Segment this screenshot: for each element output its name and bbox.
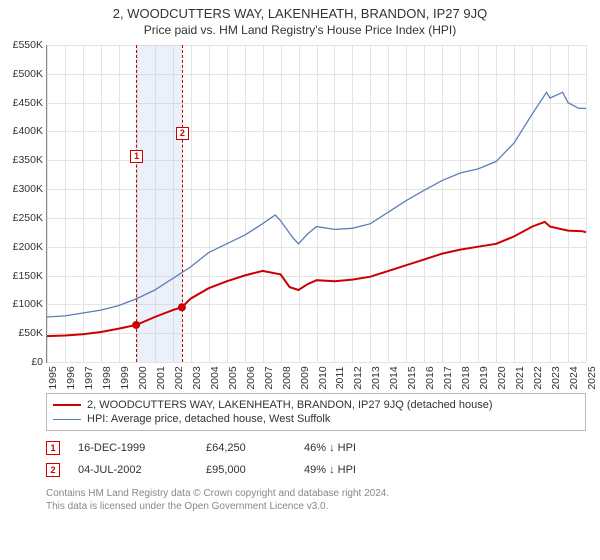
transaction-marker: 2 <box>46 463 60 477</box>
x-tick: 2008 <box>281 366 293 389</box>
x-tick: 2010 <box>317 366 329 389</box>
chart-legend: 2, WOODCUTTERS WAY, LAKENHEATH, BRANDON,… <box>46 393 586 431</box>
transaction-date: 16-DEC-1999 <box>78 442 188 454</box>
y-tick: £400K <box>13 125 43 137</box>
x-tick: 2007 <box>263 366 275 389</box>
x-tick: 2011 <box>334 367 346 390</box>
transaction-delta: 49% ↓ HPI <box>304 464 356 476</box>
x-tick: 1997 <box>83 366 95 389</box>
x-tick: 2002 <box>173 366 185 389</box>
hpi-line <box>47 92 586 317</box>
y-tick: £50K <box>18 327 43 339</box>
x-tick: 2021 <box>514 366 526 389</box>
attribution-footer: Contains HM Land Registry data © Crown c… <box>46 487 586 513</box>
y-tick: £450K <box>13 97 43 109</box>
y-tick: £550K <box>13 39 43 51</box>
x-tick: 2005 <box>227 366 239 389</box>
title-address: 2, WOODCUTTERS WAY, LAKENHEATH, BRANDON,… <box>0 6 600 21</box>
x-tick: 2013 <box>370 366 382 389</box>
x-tick: 2022 <box>532 366 544 389</box>
x-tick: 2009 <box>299 366 311 389</box>
x-tick: 1995 <box>47 366 59 389</box>
title-subtitle: Price paid vs. HM Land Registry's House … <box>0 23 600 37</box>
x-tick: 2025 <box>586 366 598 389</box>
x-tick: 2006 <box>245 366 257 389</box>
x-tick: 1996 <box>65 366 77 389</box>
transaction-date: 04-JUL-2002 <box>78 464 188 476</box>
transaction-marker: 1 <box>46 441 60 455</box>
x-tick: 2016 <box>424 366 436 389</box>
x-tick: 2017 <box>442 366 454 389</box>
legend-item: 2, WOODCUTTERS WAY, LAKENHEATH, BRANDON,… <box>53 398 579 412</box>
x-tick: 2024 <box>568 366 580 389</box>
y-tick: £100K <box>13 298 43 310</box>
y-tick: £200K <box>13 241 43 253</box>
legend-swatch <box>53 404 81 406</box>
x-tick: 2000 <box>137 366 149 389</box>
transaction-dot <box>132 321 140 329</box>
price-chart: £0£50K£100K£150K£200K£250K£300K£350K£400… <box>46 45 586 385</box>
property-line <box>47 222 586 336</box>
y-tick: £300K <box>13 183 43 195</box>
x-tick: 1999 <box>119 366 131 389</box>
transaction-row: 1 16-DEC-1999 £64,250 46% ↓ HPI <box>46 437 586 459</box>
transaction-dot <box>178 303 186 311</box>
x-tick: 2023 <box>550 366 562 389</box>
x-tick: 2018 <box>460 366 472 389</box>
y-tick: £500K <box>13 68 43 80</box>
legend-label: HPI: Average price, detached house, West… <box>87 413 330 425</box>
footer-line-2: This data is licensed under the Open Gov… <box>46 500 586 513</box>
x-tick: 1998 <box>101 366 113 389</box>
y-tick: £0 <box>31 356 43 368</box>
transaction-row: 2 04-JUL-2002 £95,000 49% ↓ HPI <box>46 459 586 481</box>
x-tick: 2020 <box>496 366 508 389</box>
y-tick: £350K <box>13 154 43 166</box>
transaction-price: £64,250 <box>206 442 286 454</box>
x-tick: 2019 <box>478 366 490 389</box>
x-tick: 2014 <box>388 366 400 389</box>
transaction-marker-label: 2 <box>176 127 189 140</box>
legend-item: HPI: Average price, detached house, West… <box>53 412 579 426</box>
x-tick: 2003 <box>191 366 203 389</box>
x-tick: 2004 <box>209 366 221 389</box>
legend-label: 2, WOODCUTTERS WAY, LAKENHEATH, BRANDON,… <box>87 399 493 411</box>
footer-line-1: Contains HM Land Registry data © Crown c… <box>46 487 586 500</box>
x-tick: 2012 <box>352 366 364 389</box>
y-tick: £150K <box>13 270 43 282</box>
y-tick: £250K <box>13 212 43 224</box>
transaction-delta: 46% ↓ HPI <box>304 442 356 454</box>
transaction-price: £95,000 <box>206 464 286 476</box>
x-tick: 2001 <box>155 366 167 389</box>
transaction-marker-label: 1 <box>130 150 143 163</box>
x-tick: 2015 <box>406 366 418 389</box>
legend-swatch <box>53 419 81 420</box>
transaction-table: 1 16-DEC-1999 £64,250 46% ↓ HPI 2 04-JUL-2002… <box>46 437 586 481</box>
